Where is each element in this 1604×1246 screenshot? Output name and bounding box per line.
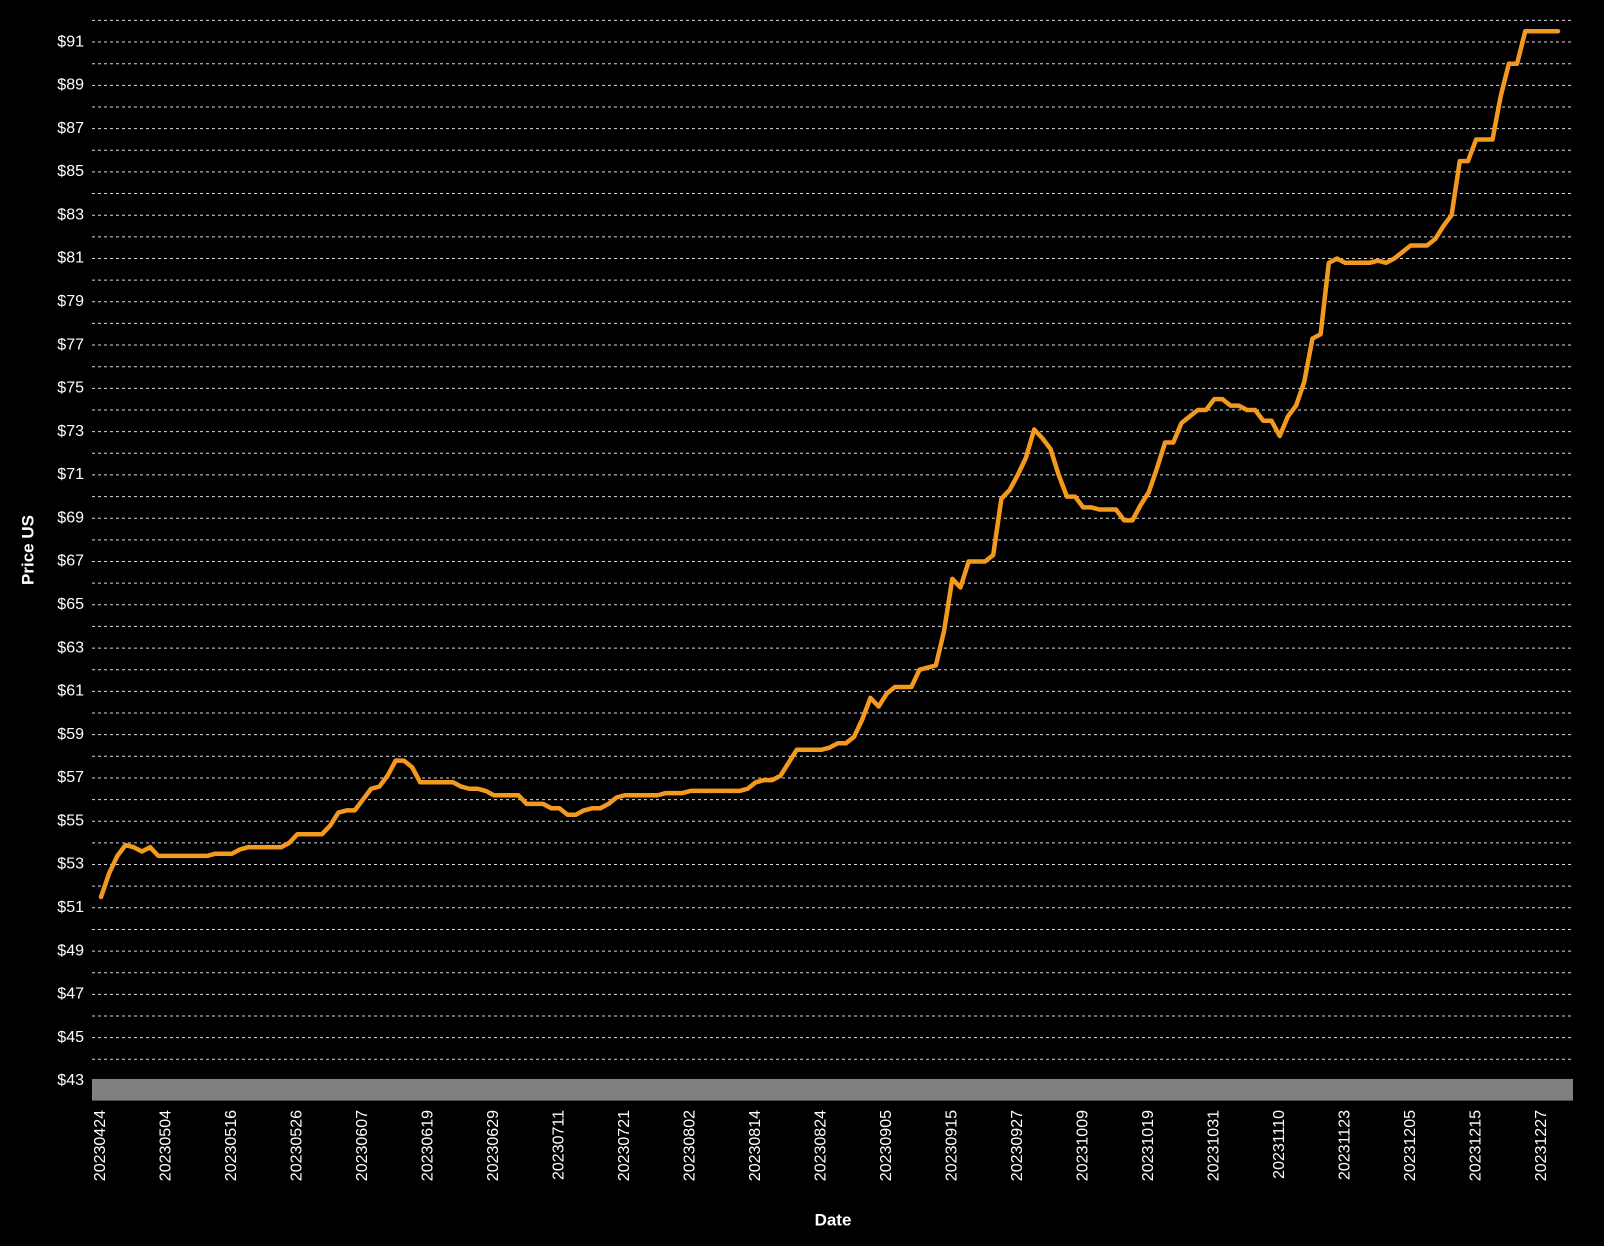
y-tick-label: $65: [57, 596, 84, 613]
y-tick-label: $45: [57, 1029, 84, 1046]
y-tick-label: $57: [57, 769, 84, 786]
x-tick-label: 20231123: [1336, 1110, 1353, 1180]
y-tick-label: $91: [57, 33, 84, 50]
y-axis-title: Price US: [18, 515, 37, 585]
y-tick-label: $63: [57, 639, 84, 656]
y-tick-label: $73: [57, 423, 84, 440]
x-tick-label: 20231031: [1205, 1110, 1222, 1181]
x-tick-label: 20230824: [813, 1110, 830, 1181]
y-tick-label: $61: [57, 683, 84, 700]
y-tick-label: $51: [57, 899, 84, 916]
y-tick-label: $77: [57, 336, 84, 353]
x-tick-label: 20231110: [1271, 1110, 1288, 1179]
y-tick-label: $59: [57, 726, 84, 743]
y-tick-label: $79: [57, 293, 84, 310]
y-tick-label: $53: [57, 856, 84, 873]
x-tick-label: 20230721: [616, 1110, 633, 1181]
y-tick-label: $55: [57, 812, 84, 829]
x-tick-label: 20230607: [354, 1110, 371, 1181]
x-axis-band: [92, 1078, 1573, 1101]
x-tick-label: 20230905: [878, 1110, 895, 1181]
y-tick-label: $75: [57, 380, 84, 397]
x-tick-label: 20230915: [943, 1110, 960, 1181]
x-tick-label: 20230802: [682, 1110, 699, 1181]
y-tick-label: $81: [57, 250, 84, 267]
y-tick-label: $49: [57, 942, 84, 959]
y-tick-label: $67: [57, 553, 84, 570]
price-line: [98, 28, 1561, 900]
y-tick-label: $69: [57, 509, 84, 526]
x-tick-label: 20231227: [1533, 1110, 1550, 1181]
x-tick-label: 20230814: [747, 1110, 764, 1181]
y-tick-label: $85: [57, 163, 84, 180]
x-tick-label: 20230526: [289, 1110, 306, 1181]
y-tick-label: $87: [57, 120, 84, 137]
x-tick-label: 20231009: [1074, 1110, 1091, 1181]
x-tick-label: 20231215: [1467, 1110, 1484, 1181]
x-tick-label: 20230516: [223, 1110, 240, 1181]
x-axis-title: Date: [815, 1210, 852, 1229]
x-tick-label: 20230619: [420, 1110, 437, 1181]
y-tick-label: $83: [57, 206, 84, 223]
y-tick-label: $71: [57, 466, 84, 483]
y-tick-label: $47: [57, 986, 84, 1003]
x-tick-label: 20230504: [158, 1110, 175, 1181]
x-tick-label: 20230629: [485, 1110, 502, 1181]
x-tick-label: 20230927: [1009, 1110, 1026, 1181]
y-tick-label: $89: [57, 77, 84, 94]
x-tick-label: 20231205: [1402, 1110, 1419, 1181]
x-tick-label: 20231019: [1140, 1110, 1157, 1181]
y-tick-label: $43: [57, 1072, 84, 1089]
x-tick-label: 20230424: [92, 1110, 109, 1181]
x-tick-label: 20230711: [551, 1110, 568, 1180]
